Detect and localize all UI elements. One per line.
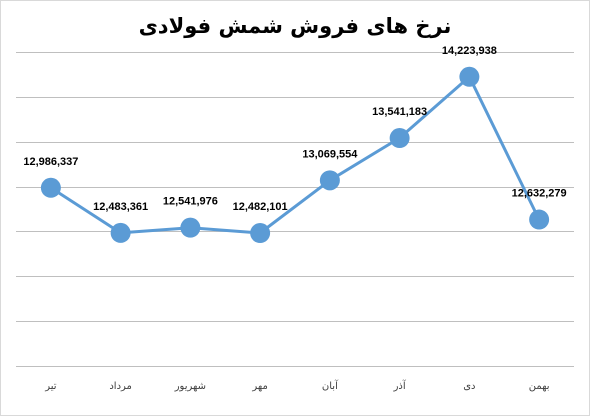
data-label: 12,482,101 <box>233 201 288 213</box>
data-point <box>459 66 480 87</box>
x-tick-label: مرداد <box>109 381 132 392</box>
data-point <box>319 170 340 191</box>
series-line <box>50 75 541 235</box>
data-point <box>110 222 131 243</box>
data-point <box>389 128 410 149</box>
chart-title: نرخ های فروش شمش فولادی <box>138 14 452 38</box>
data-label: 12,632,279 <box>512 188 567 200</box>
data-label: 12,541,976 <box>163 196 218 208</box>
x-tick-label: شهریور <box>174 381 206 392</box>
x-tick-label: مهر <box>251 381 267 392</box>
data-label: 12,483,361 <box>93 201 148 213</box>
data-label: 12,986,337 <box>23 156 78 168</box>
data-point <box>40 177 61 198</box>
data-point <box>529 209 550 230</box>
data-label: 13,069,554 <box>302 148 358 160</box>
data-point <box>250 223 271 244</box>
x-tick-label: آبان <box>322 379 339 392</box>
data-label: 14,223,938 <box>442 45 497 57</box>
x-tick-label: آذر <box>393 379 407 392</box>
x-tick-label: بهمن <box>529 381 550 392</box>
data-label: 13,541,183 <box>372 106 427 118</box>
x-tick-label: دی <box>463 381 475 392</box>
data-point <box>180 217 201 238</box>
x-tick-label: تیر <box>44 381 57 392</box>
